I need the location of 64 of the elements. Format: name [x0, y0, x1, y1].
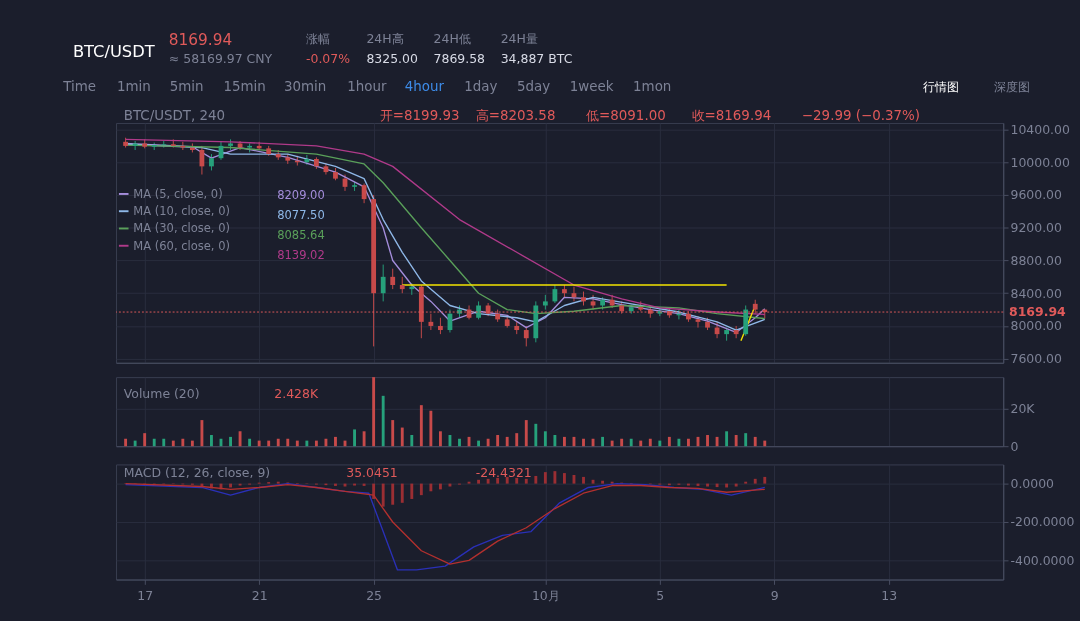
- annotation: MACD (12, 26, close, 9): [123, 464, 271, 480]
- text: 8325.00: [366, 50, 418, 66]
- y-tick-label: 9600.00: [1010, 187, 1063, 203]
- x-tick-label: 13: [881, 588, 898, 604]
- text: 4hour: [404, 79, 445, 95]
- text: 15min: [223, 79, 266, 95]
- text: ≈ 58169.97 CNY: [168, 50, 273, 66]
- y-tick-label: 7600.00: [1010, 351, 1063, 366]
- legend-label: MA (10, close, 0): [133, 204, 230, 219]
- text: 1day: [464, 79, 498, 95]
- text: BTC/USDT: [72, 41, 155, 61]
- x-tick-label: 21: [251, 588, 268, 604]
- annotation: -24.4321: [475, 464, 532, 480]
- text: 低=8091.00: [586, 108, 666, 124]
- text: 1week: [569, 79, 614, 95]
- text: 涨幅: [305, 31, 330, 47]
- annotation: Volume (20): [123, 386, 200, 402]
- y-tick-label: -200.0000: [1010, 514, 1075, 530]
- x-tick-label: 5: [656, 588, 665, 604]
- y-tick-label: 0: [1010, 438, 1019, 454]
- x-tick-label: 25: [366, 588, 383, 604]
- text: 行情图: [922, 79, 959, 95]
- y-tick-label: 10400.00: [1010, 121, 1070, 137]
- text: 24H低: [433, 31, 471, 47]
- y-tick-label: 8000.00: [1010, 318, 1063, 334]
- y-tick-label: 10000.00: [1010, 154, 1070, 170]
- annotation: 35.0451: [346, 464, 398, 480]
- annotation: 8139.02: [277, 248, 325, 263]
- y-tick-label: 9200.00: [1010, 220, 1063, 236]
- text: −29.99 (−0.37%): [801, 108, 920, 124]
- text: 深度图: [993, 79, 1030, 95]
- ref-line-label: 8169.94: [1009, 303, 1067, 319]
- chart-title: BTC/USDT, 240: [123, 108, 226, 124]
- text: 1mon: [633, 79, 672, 95]
- text: 1hour: [347, 79, 387, 95]
- text: 5min: [169, 79, 204, 95]
- annotation: 2.428K: [274, 386, 319, 402]
- text: -0.07%: [305, 50, 351, 66]
- text: 开=8199.93: [379, 108, 460, 124]
- y-tick-label: 8800.00: [1010, 252, 1063, 268]
- y-tick-label: 20K: [1010, 401, 1036, 417]
- annotation: 8085.64: [277, 228, 325, 243]
- text: Time: [62, 79, 97, 95]
- annotation: 8209.00: [277, 187, 325, 202]
- y-tick-label: 8400.00: [1010, 285, 1063, 301]
- text: 8169.94: [168, 31, 233, 50]
- text: 高=8203.58: [475, 108, 556, 124]
- x-tick-label: 9: [770, 588, 779, 604]
- y-tick-label: 0.0000: [1010, 475, 1055, 491]
- text: 24H高: [366, 31, 404, 47]
- text: 24H量: [500, 31, 538, 47]
- text: 34,887 BTC: [500, 50, 573, 66]
- legend-label: MA (5, close, 0): [133, 186, 223, 201]
- legend-label: MA (30, close, 0): [133, 221, 230, 236]
- annotation: 8077.50: [277, 207, 325, 222]
- legend-label: MA (60, close, 0): [133, 238, 230, 253]
- text: 5day: [516, 79, 551, 95]
- y-tick-label: -400.0000: [1010, 552, 1075, 568]
- text: 1min: [117, 79, 151, 95]
- text: 7869.58: [433, 50, 486, 66]
- text: 30min: [283, 79, 327, 95]
- x-tick-label: 17: [137, 588, 154, 604]
- text: 收=8169.94: [691, 108, 772, 124]
- x-tick-label: 10月: [531, 588, 560, 604]
